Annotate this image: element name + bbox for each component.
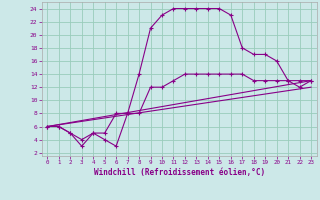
X-axis label: Windchill (Refroidissement éolien,°C): Windchill (Refroidissement éolien,°C) xyxy=(94,168,265,177)
